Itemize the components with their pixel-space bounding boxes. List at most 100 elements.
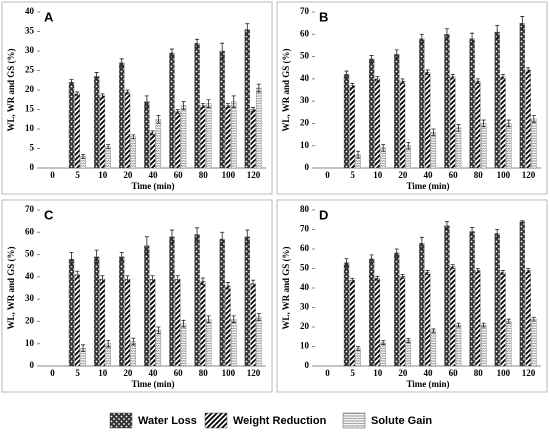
error-bar xyxy=(531,316,536,322)
x-axis-label: Time (min) xyxy=(406,181,449,191)
y-tick-label: 40 xyxy=(300,73,310,83)
x-tick-label: 40 xyxy=(424,170,434,180)
bar xyxy=(525,270,531,367)
legend-label: Water Loss xyxy=(138,415,197,427)
error-bar xyxy=(431,128,436,137)
bar xyxy=(155,119,162,169)
bar xyxy=(343,262,350,367)
error-bar xyxy=(106,339,111,348)
x-tick-label: 40 xyxy=(149,368,159,378)
x-tick-label: 0 xyxy=(325,170,330,180)
error-bar xyxy=(144,236,149,255)
bar xyxy=(200,281,206,367)
error-bar xyxy=(225,103,230,108)
bar xyxy=(124,91,131,169)
x-tick-label: 60 xyxy=(174,170,184,180)
bar xyxy=(74,93,80,169)
bar xyxy=(506,123,512,169)
bar xyxy=(200,105,206,169)
bar xyxy=(531,118,537,169)
error-bar xyxy=(375,275,380,281)
error-bar xyxy=(456,124,461,132)
error-bar xyxy=(169,48,174,58)
error-bar xyxy=(119,251,124,262)
bar xyxy=(444,34,450,169)
error-bar xyxy=(156,114,161,124)
error-bar xyxy=(369,55,374,63)
x-tick-label: 20 xyxy=(123,368,133,378)
error-bar xyxy=(475,78,480,84)
y-tick-label: 0 xyxy=(305,360,310,370)
y-tick-label: 50 xyxy=(300,263,310,273)
error-bar xyxy=(506,119,511,128)
error-bar xyxy=(169,229,174,244)
error-bar xyxy=(94,249,99,264)
bar xyxy=(469,38,475,169)
x-tick-label: 100 xyxy=(222,368,236,378)
bar xyxy=(450,266,456,367)
x-tick-label: 0 xyxy=(50,368,55,378)
error-bar xyxy=(175,275,180,283)
error-bar xyxy=(406,338,411,343)
x-tick-label: 20 xyxy=(398,368,408,378)
y-tick-label: 40 xyxy=(25,271,35,281)
error-bar xyxy=(251,279,256,288)
error-bar xyxy=(425,270,430,275)
y-axis-label: WL, WR and GS (%) xyxy=(281,48,291,131)
error-bar xyxy=(125,89,130,95)
x-tick-label: 120 xyxy=(247,170,261,180)
bar xyxy=(355,348,361,367)
error-bar xyxy=(394,49,399,60)
y-tick-label: 60 xyxy=(300,243,310,253)
panel-frame xyxy=(276,1,548,195)
bar xyxy=(149,278,156,367)
x-tick-label: 10 xyxy=(373,368,383,378)
bar xyxy=(93,256,100,367)
bar xyxy=(219,50,225,169)
bar xyxy=(430,330,437,367)
error-bar xyxy=(375,76,380,82)
bar xyxy=(494,31,500,169)
x-tick-label: 80 xyxy=(199,170,209,180)
x-tick-label: 10 xyxy=(373,170,383,180)
x-tick-label: 40 xyxy=(149,170,159,180)
bar xyxy=(244,29,250,169)
error-bar xyxy=(356,346,361,351)
bar xyxy=(250,283,256,367)
bar xyxy=(424,72,431,169)
bar xyxy=(506,320,512,367)
bar xyxy=(225,105,231,169)
x-tick-label: 120 xyxy=(522,170,536,180)
bar xyxy=(349,280,355,367)
y-tick-label: 10 xyxy=(300,341,310,351)
error-bar xyxy=(200,277,205,286)
panel-label: A xyxy=(44,9,54,24)
bar xyxy=(405,340,411,367)
error-bar xyxy=(144,95,149,108)
x-tick-label: 5 xyxy=(350,170,355,180)
bar xyxy=(450,76,456,169)
x-tick-label: 100 xyxy=(222,170,236,180)
bar xyxy=(68,258,75,367)
bar xyxy=(149,132,156,169)
bar xyxy=(531,319,537,367)
error-bar xyxy=(245,23,250,36)
error-bar xyxy=(206,99,211,108)
error-bar xyxy=(450,264,455,269)
error-bar xyxy=(431,328,436,334)
panel-label: B xyxy=(319,9,328,24)
y-tick-label: 30 xyxy=(25,293,35,303)
error-bar xyxy=(495,24,500,40)
bar xyxy=(430,132,437,169)
x-tick-label: 100 xyxy=(497,170,511,180)
y-tick-label: 30 xyxy=(300,302,310,312)
x-tick-label: 80 xyxy=(474,368,484,378)
error-bar xyxy=(400,78,405,84)
y-tick-label: 40 xyxy=(25,6,35,16)
error-bar xyxy=(206,315,211,323)
x-axis-label: Time (min) xyxy=(131,379,174,389)
bar xyxy=(394,252,400,367)
error-bar xyxy=(220,42,225,60)
